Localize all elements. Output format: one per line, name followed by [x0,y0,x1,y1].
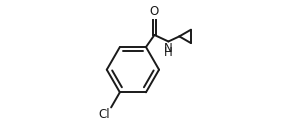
Text: Cl: Cl [99,108,111,121]
Text: O: O [150,5,159,18]
Text: N: N [164,42,173,55]
Text: H: H [164,46,173,59]
